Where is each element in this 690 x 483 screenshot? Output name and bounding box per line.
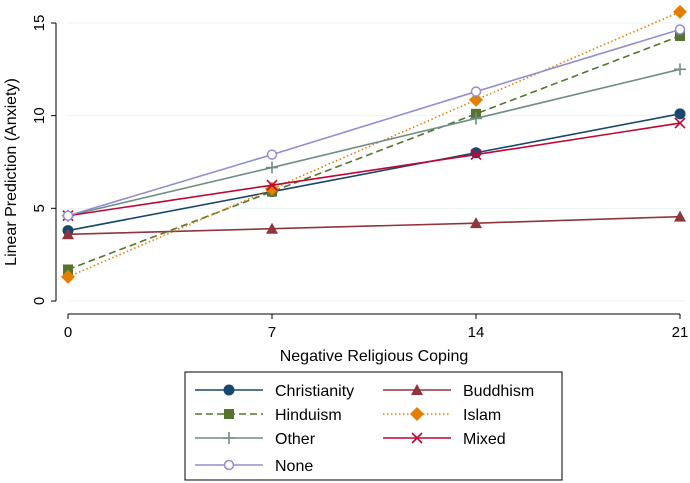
y-tick-label: 15: [31, 15, 48, 32]
legend-label-christianity: Christianity: [275, 383, 354, 400]
data-point-islam: [61, 269, 75, 284]
data-point-hinduism: [63, 264, 73, 275]
x-tick-label: 21: [672, 324, 689, 341]
series-line-mixed: [67, 122, 681, 217]
series-mixed: [62, 117, 686, 222]
x-tick-label: 14: [468, 324, 485, 341]
gridlines: [68, 22, 686, 302]
data-point-buddhism: [470, 217, 482, 229]
legend-marker-hinduism: [224, 409, 234, 419]
y-axis-ticks: 0 5 10 15: [31, 15, 56, 305]
x-tick-label: 7: [268, 324, 276, 341]
series-islam: [61, 4, 687, 284]
legend-item-christianity: Christianity: [195, 383, 354, 400]
legend-item-hinduism: Hinduism: [195, 407, 342, 424]
legend-label-mixed: Mixed: [463, 431, 506, 448]
series-none: [62, 24, 686, 221]
data-point-buddhism: [674, 210, 686, 222]
series-layer: [61, 4, 687, 284]
series-line-islam: [67, 11, 681, 278]
series-christianity: [62, 108, 686, 237]
data-point-hinduism: [675, 30, 685, 41]
legend-marker-buddhism: [411, 384, 423, 395]
y-tick-label: 0: [31, 297, 48, 305]
data-point-islam: [673, 4, 687, 19]
data-point-christianity: [674, 108, 686, 120]
legend-marker-christianity: [223, 384, 235, 396]
legend-item-mixed: Mixed: [383, 431, 506, 448]
series-other: [62, 63, 686, 222]
y-tick-label: 5: [31, 204, 48, 212]
data-point-none: [62, 210, 74, 221]
series-line-other: [67, 68, 681, 217]
data-point-mixed: [470, 149, 482, 161]
legend-label-other: Other: [275, 431, 316, 448]
data-point-buddhism: [62, 228, 74, 240]
data-point-none: [266, 149, 278, 160]
data-point-christianity: [470, 147, 482, 159]
legend-marker-other: [223, 432, 235, 444]
data-point-other: [674, 63, 686, 76]
legend-item-buddhism: Buddhism: [383, 383, 534, 400]
legend-item-none: None: [195, 458, 313, 475]
legend-marker-mixed: [411, 432, 423, 444]
legend-label-buddhism: Buddhism: [463, 383, 534, 400]
y-tick-label: 10: [31, 107, 48, 124]
series-line-hinduism: [67, 35, 681, 271]
y-axis-label: Linear Prediction (Anxiety): [3, 78, 20, 266]
legend-label-islam: Islam: [463, 407, 501, 424]
legend-item-other: Other: [195, 431, 316, 448]
legend-label-hinduism: Hinduism: [275, 407, 342, 424]
data-point-none: [674, 24, 686, 35]
series-buddhism: [62, 210, 686, 240]
x-tick-label: 0: [64, 324, 72, 341]
data-point-other: [470, 112, 482, 125]
legend-marker-none: [223, 459, 235, 471]
x-axis-ticks: 0 7 14 21: [64, 314, 689, 341]
legend-marker-islam: [410, 407, 424, 421]
series-line-none: [67, 28, 681, 217]
series-line-buddhism: [67, 215, 681, 236]
x-axis-label: Negative Religious Coping: [280, 348, 469, 365]
series-line-christianity: [67, 113, 681, 232]
legend-item-islam: Islam: [383, 407, 501, 424]
data-point-mixed: [266, 179, 278, 191]
legend-label-none: None: [275, 458, 313, 475]
data-point-other: [266, 161, 278, 174]
data-point-buddhism: [266, 222, 278, 234]
legend: Christianity Buddhism Hinduism Islam Other Mi…: [184, 371, 563, 481]
data-point-mixed: [674, 117, 686, 129]
data-point-islam: [469, 92, 483, 107]
data-point-none: [470, 86, 482, 97]
